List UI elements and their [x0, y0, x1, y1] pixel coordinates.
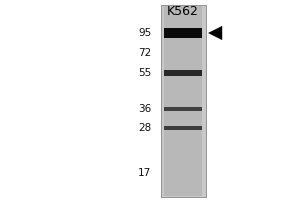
Bar: [164, 28, 202, 38]
Polygon shape: [208, 26, 222, 40]
Bar: [164, 6, 202, 196]
Bar: [164, 70, 202, 76]
Text: 95: 95: [138, 28, 152, 38]
Text: 55: 55: [138, 68, 152, 78]
Bar: [160, 5, 206, 197]
Bar: [164, 126, 202, 130]
Text: 72: 72: [138, 48, 152, 58]
Bar: [164, 107, 202, 111]
Text: K562: K562: [167, 5, 199, 18]
Text: 17: 17: [138, 168, 152, 178]
Text: 28: 28: [138, 123, 152, 133]
Text: 36: 36: [138, 104, 152, 114]
